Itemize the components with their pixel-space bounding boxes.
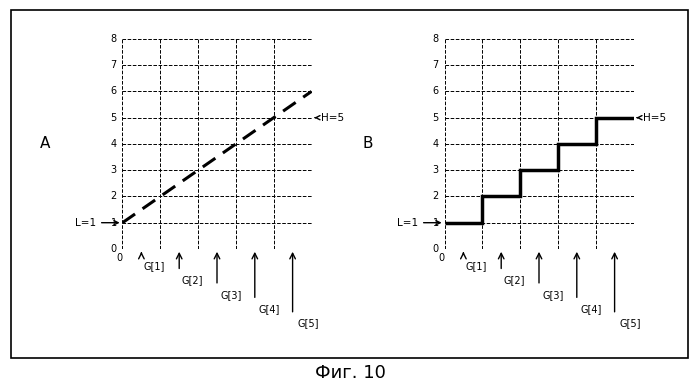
Text: L=1: L=1 — [397, 218, 440, 228]
Text: 1: 1 — [433, 218, 439, 228]
Text: G[2]: G[2] — [504, 275, 525, 285]
Text: G[5]: G[5] — [298, 319, 319, 329]
Text: 8: 8 — [433, 34, 439, 44]
Text: 3: 3 — [433, 165, 439, 175]
Text: 7: 7 — [111, 60, 117, 70]
Text: G[3]: G[3] — [220, 290, 241, 300]
Text: 2: 2 — [111, 191, 117, 202]
Text: G[4]: G[4] — [581, 304, 602, 314]
Text: 0: 0 — [111, 244, 117, 254]
Text: G[4]: G[4] — [259, 304, 280, 314]
Text: 4: 4 — [111, 139, 117, 149]
Text: B: B — [363, 137, 372, 151]
Text: 0: 0 — [433, 244, 439, 254]
Text: G[1]: G[1] — [466, 261, 486, 271]
Text: 6: 6 — [111, 86, 117, 96]
Bar — [10, 10, 688, 358]
Text: 8: 8 — [111, 34, 117, 44]
Text: 0: 0 — [438, 253, 444, 263]
Text: H=5: H=5 — [637, 113, 666, 123]
Text: 1: 1 — [111, 218, 117, 228]
Text: 5: 5 — [111, 113, 117, 123]
Text: 2: 2 — [433, 191, 439, 202]
Text: G[3]: G[3] — [542, 290, 564, 300]
Text: 7: 7 — [433, 60, 439, 70]
Text: 5: 5 — [433, 113, 439, 123]
Text: 6: 6 — [433, 86, 439, 96]
Text: G[2]: G[2] — [182, 275, 203, 285]
Text: 4: 4 — [433, 139, 439, 149]
Text: L=1: L=1 — [75, 218, 118, 228]
Text: G[5]: G[5] — [620, 319, 641, 329]
Text: G[1]: G[1] — [144, 261, 164, 271]
Text: 3: 3 — [111, 165, 117, 175]
Text: 0: 0 — [116, 253, 122, 263]
Text: H=5: H=5 — [315, 113, 344, 123]
Text: Фиг. 10: Фиг. 10 — [314, 364, 386, 382]
Text: A: A — [41, 137, 50, 151]
